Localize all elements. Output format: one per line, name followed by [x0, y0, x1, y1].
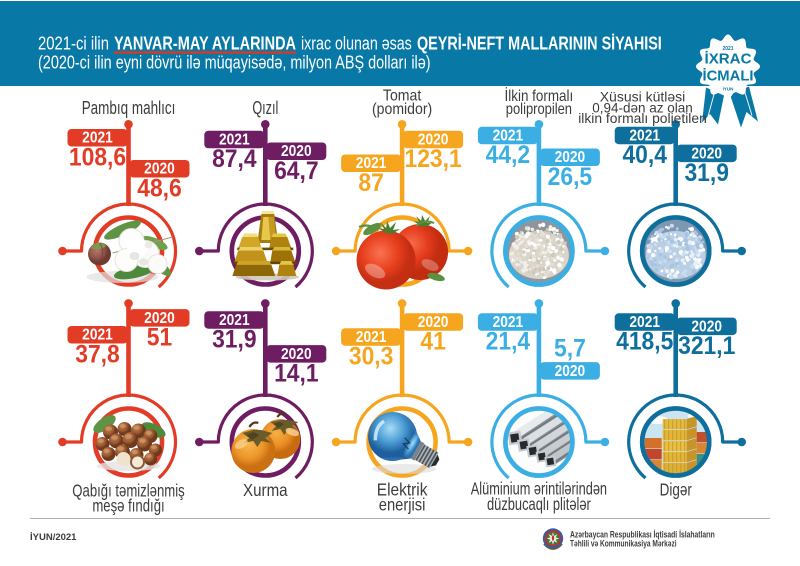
svg-text:İXRAC: İXRAC — [705, 51, 752, 68]
svg-text:2021: 2021 — [219, 312, 250, 329]
svg-text:321,1: 321,1 — [678, 332, 735, 360]
svg-text:30,3: 30,3 — [349, 342, 393, 370]
svg-text:2021: 2021 — [493, 128, 524, 145]
svg-text:2021: 2021 — [219, 132, 250, 149]
svg-text:2020: 2020 — [418, 132, 449, 149]
svg-text:(2020-ci ilin eyni dövrü ilə m: (2020-ci ilin eyni dövrü ilə müqayisədə,… — [38, 52, 431, 73]
svg-text:2020: 2020 — [144, 161, 175, 178]
svg-text:2021: 2021 — [629, 314, 660, 331]
svg-text:87,4: 87,4 — [212, 145, 257, 173]
svg-text:meşə fındığı: meşə fındığı — [92, 497, 164, 516]
svg-text:ixrac olunan əsas: ixrac olunan əsas — [301, 34, 412, 54]
svg-text:14,1: 14,1 — [274, 359, 318, 387]
svg-text:İCMALI: İCMALI — [703, 68, 754, 85]
svg-text:21,4: 21,4 — [486, 327, 531, 355]
svg-text:QEYRİ-NEFT MALLARININ SİYAHISI: QEYRİ-NEFT MALLARININ SİYAHISI — [417, 33, 662, 54]
svg-text:Azərbaycan Respublikası İqtisa: Azərbaycan Respublikası İqtisadi İslahat… — [570, 530, 715, 540]
svg-text:26,5: 26,5 — [548, 163, 592, 191]
svg-text:ilkin formalı polietilen: ilkin formalı polietilen — [578, 110, 707, 126]
svg-text:5,7: 5,7 — [554, 334, 586, 362]
svg-text:2021-ci ilin: 2021-ci ilin — [38, 33, 109, 54]
svg-text:64,7: 64,7 — [274, 157, 318, 185]
svg-text:2021: 2021 — [82, 327, 113, 344]
svg-text:2020: 2020 — [418, 314, 449, 331]
svg-text:2020: 2020 — [555, 150, 586, 167]
svg-text:Xüsusi kütləsi: Xüsusi kütləsi — [600, 89, 686, 105]
svg-text:2020: 2020 — [281, 144, 312, 161]
svg-text:İYUN: İYUN — [723, 86, 734, 92]
svg-text:2021: 2021 — [82, 130, 113, 147]
svg-text:Qızıl: Qızıl — [252, 99, 278, 119]
svg-text:2021: 2021 — [629, 128, 660, 145]
svg-text:enerjisi: enerjisi — [379, 495, 426, 515]
svg-text:0,94-dən az olan: 0,94-dən az olan — [592, 100, 693, 115]
svg-text:Xurma: Xurma — [243, 480, 288, 501]
svg-text:YANVAR-MAY AYLARINDA: YANVAR-MAY AYLARINDA — [114, 33, 296, 54]
svg-text:Digər: Digər — [660, 481, 693, 500]
svg-text:Elektrik: Elektrik — [377, 480, 428, 500]
svg-text:İlkin formalı: İlkin formalı — [505, 86, 574, 105]
svg-text:2020: 2020 — [144, 310, 175, 327]
svg-text:108,6: 108,6 — [69, 143, 126, 171]
svg-text:Qabığı təmizlənmiş: Qabığı təmizlənmiş — [72, 482, 185, 501]
svg-text:2020: 2020 — [555, 363, 586, 380]
svg-text:2020: 2020 — [691, 319, 722, 336]
svg-text:31,9: 31,9 — [212, 325, 256, 353]
svg-text:2021: 2021 — [493, 314, 524, 331]
svg-text:2021: 2021 — [722, 46, 733, 52]
svg-text:polipropilen: polipropilen — [506, 101, 572, 119]
svg-text:(pomidor): (pomidor) — [372, 100, 432, 118]
svg-text:48,6: 48,6 — [137, 174, 181, 202]
svg-text:40,4: 40,4 — [622, 141, 667, 169]
svg-text:Tomat: Tomat — [383, 87, 422, 105]
svg-text:2021: 2021 — [356, 156, 387, 173]
svg-text:2020: 2020 — [281, 346, 312, 363]
svg-text:düzbucaqlı plitələr: düzbucaqlı plitələr — [487, 495, 591, 515]
svg-text:Pambıq mahlıcı: Pambıq mahlıcı — [82, 98, 176, 119]
svg-text:Alüminium ərintilərindən: Alüminium ərintilərindən — [471, 479, 607, 499]
svg-text:44,2: 44,2 — [486, 141, 530, 169]
svg-text:2021: 2021 — [356, 329, 387, 346]
svg-text:87: 87 — [358, 169, 383, 197]
svg-text:Təhlili və Kommunikasiya Mərkə: Təhlili və Kommunikasiya Mərkəzi — [570, 539, 677, 549]
svg-text:123,1: 123,1 — [405, 145, 462, 173]
svg-text:51: 51 — [147, 323, 172, 351]
svg-text:37,8: 37,8 — [75, 340, 119, 368]
svg-text:İYUN/2021: İYUN/2021 — [30, 532, 77, 543]
svg-text:41: 41 — [420, 327, 445, 355]
svg-text:418,5: 418,5 — [616, 327, 673, 355]
svg-text:31,9: 31,9 — [684, 159, 728, 187]
svg-text:2020: 2020 — [691, 146, 722, 163]
